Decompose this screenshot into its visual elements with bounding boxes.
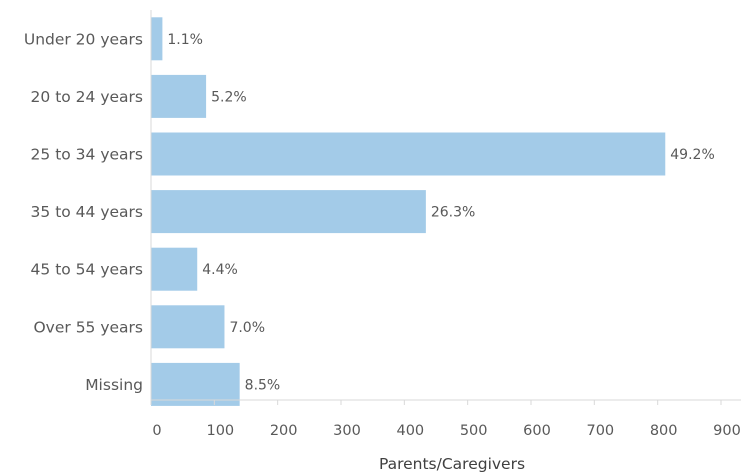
x-tick-label: 600 [523, 423, 551, 439]
x-tick-label: 400 [396, 423, 424, 439]
bar [151, 305, 225, 349]
data-label: 5.2% [211, 89, 247, 105]
data-labels: 1.1% 5.2% 49.2% 26.3% 4.4% 7.0% 8.5% [167, 32, 714, 394]
category-label: Over 55 years [33, 318, 143, 336]
category-label: 45 to 54 years [31, 261, 143, 279]
category-label: Under 20 years [24, 30, 143, 48]
x-axis-title: Parents/Caregivers [379, 455, 525, 473]
x-tick-label: 700 [586, 423, 614, 439]
data-label: 8.5% [245, 377, 281, 393]
x-tick-label: 100 [206, 423, 234, 439]
bar [151, 362, 240, 406]
data-label: 1.1% [167, 32, 203, 48]
x-tick-label: 300 [333, 423, 361, 439]
data-label: 7.0% [229, 320, 265, 336]
bar [151, 74, 207, 118]
category-label: 35 to 44 years [31, 203, 143, 221]
bar [151, 17, 163, 61]
x-axis: 0 100 200 300 400 500 600 700 800 900 [150, 10, 741, 439]
x-tick-label: 0 [152, 423, 161, 439]
category-label: 20 to 24 years [31, 88, 143, 106]
bar [151, 247, 198, 291]
x-tick-label: 200 [270, 423, 298, 439]
x-tick-label: 500 [460, 423, 488, 439]
category-labels: Under 20 years 20 to 24 years 25 to 34 yea… [24, 30, 143, 394]
bar [151, 190, 426, 234]
bar [151, 132, 666, 176]
data-label: 49.2% [670, 147, 714, 163]
category-label: Missing [85, 376, 143, 394]
data-label: 26.3% [431, 205, 475, 221]
category-label: 25 to 34 years [31, 146, 143, 164]
data-label: 4.4% [202, 262, 238, 278]
x-tick-label: 800 [650, 423, 678, 439]
x-tick-label: 900 [713, 423, 741, 439]
bars [151, 17, 666, 406]
